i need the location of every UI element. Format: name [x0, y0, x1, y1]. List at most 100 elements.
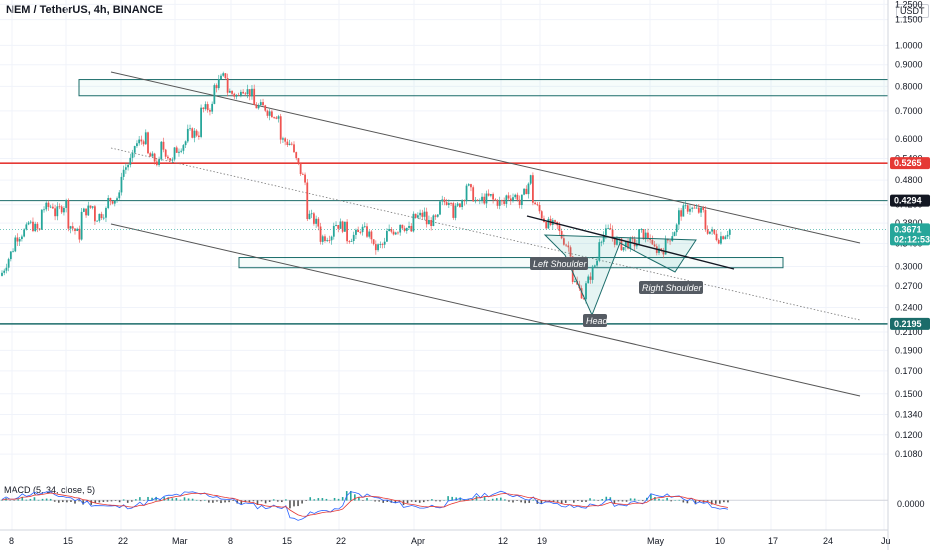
channel-layer	[110, 71, 861, 397]
macd-hist-bar	[212, 500, 214, 503]
candle-body	[381, 244, 384, 245]
candle-body	[635, 244, 638, 247]
currency-badge[interactable]: USDT	[896, 4, 929, 18]
candle-body	[339, 221, 342, 229]
macd-hist-bar	[57, 500, 60, 503]
candle-body	[474, 199, 477, 202]
macd-hist-bar	[613, 500, 616, 504]
macd-hist-bar	[532, 499, 535, 501]
macd-hist-bar	[467, 499, 470, 501]
macd-hist-bar	[285, 499, 287, 501]
macd-hist-bar	[727, 500, 729, 503]
x-tick-label: 8	[228, 536, 233, 546]
candle-body	[149, 153, 152, 157]
candle-body	[715, 233, 718, 241]
macd-hist-bar	[349, 490, 352, 501]
price-tag: 0.4294	[890, 194, 930, 207]
macd-hist-bar	[313, 499, 316, 501]
macd-hist-bar	[524, 500, 526, 504]
macd-hist-bar	[491, 498, 494, 501]
candle-body	[321, 236, 324, 242]
macd-hist-bar	[232, 500, 234, 501]
candle-body	[242, 91, 245, 94]
candle-body	[697, 207, 700, 213]
candle-body	[328, 240, 331, 241]
y-tick-label: 0.9000	[895, 60, 923, 70]
right-shoulder-label: Right Shoulder	[639, 281, 703, 294]
macd-hist-bar	[617, 500, 620, 502]
macd-hist-bar	[256, 500, 259, 505]
candle-body	[390, 229, 393, 232]
candle-body	[231, 90, 233, 94]
candle-body	[184, 141, 187, 146]
candle-body	[689, 208, 691, 212]
y-axis: 1.2500 1.1500 1.0000 0.9000 0.8000 0.7000 0.60…	[887, 0, 923, 550]
candle-body	[127, 164, 129, 168]
candle-body	[226, 78, 229, 93]
candle-body	[348, 241, 351, 243]
macd-hist-bar	[195, 499, 198, 501]
candle-body	[702, 207, 705, 211]
macd-label: MACD (5, 34, close, 5)	[4, 485, 96, 495]
macd-hist-bar	[427, 500, 429, 502]
macd-line	[1, 490, 729, 521]
candle-body	[443, 199, 446, 203]
macd-hist-bar	[49, 498, 52, 501]
candle-body	[520, 194, 523, 206]
candle-body	[330, 236, 333, 241]
y-tick-label: 0.1700	[895, 366, 923, 376]
macd-hist-bar	[337, 498, 340, 501]
candle-body	[441, 199, 444, 202]
macd-hist-bar	[694, 500, 697, 505]
candle-body	[87, 205, 90, 216]
candle-body	[465, 185, 468, 202]
macd-hist-bar	[666, 497, 668, 501]
macd-hist-bar	[487, 500, 490, 501]
candle-body	[352, 234, 355, 241]
candle-body	[122, 169, 125, 177]
candle-body	[27, 222, 30, 225]
price-tag-box	[890, 223, 930, 246]
candle-body	[277, 116, 280, 119]
candle-body	[182, 145, 185, 151]
price-tag: 0.2195	[890, 317, 930, 330]
candle-body	[423, 211, 426, 217]
x-tick-label: 12	[498, 536, 508, 546]
candle-body	[151, 153, 154, 157]
macd-hist-bar	[710, 500, 713, 505]
candle-body	[700, 207, 702, 213]
channel-upper	[110, 71, 861, 244]
macd-hist-bar	[268, 500, 271, 502]
x-tick-label: 8	[9, 536, 14, 546]
candle-body	[98, 213, 101, 221]
candle-body	[587, 276, 590, 284]
macd-hist-bar	[641, 500, 644, 502]
candle-body	[1, 272, 3, 276]
candle-body	[560, 231, 563, 239]
macd-hist-bar	[248, 500, 251, 502]
macd-hist-bar	[167, 497, 170, 501]
candle-body	[368, 231, 371, 237]
macd-hist-bar	[110, 500, 113, 502]
macd-hist-bar	[41, 498, 44, 501]
candle-body	[94, 206, 96, 222]
macd-hist-bar	[654, 497, 656, 501]
candle-body	[640, 229, 643, 230]
candle-body	[372, 239, 375, 245]
candle-body	[34, 223, 37, 232]
macd-hist-bar	[224, 500, 226, 503]
candle-body	[582, 298, 585, 300]
candle-body	[209, 110, 211, 112]
macd-hist-bar	[504, 499, 506, 501]
candle-body	[270, 111, 273, 118]
macd-hist-bar	[135, 499, 137, 501]
candle-body	[450, 203, 452, 204]
candle-body	[29, 221, 32, 223]
candle-body	[514, 194, 517, 198]
candle-body	[666, 239, 669, 241]
candle-body	[496, 200, 499, 206]
y-tick-label: 0.6000	[895, 134, 923, 144]
channel-mid	[110, 147, 861, 321]
candle-body	[178, 151, 180, 153]
